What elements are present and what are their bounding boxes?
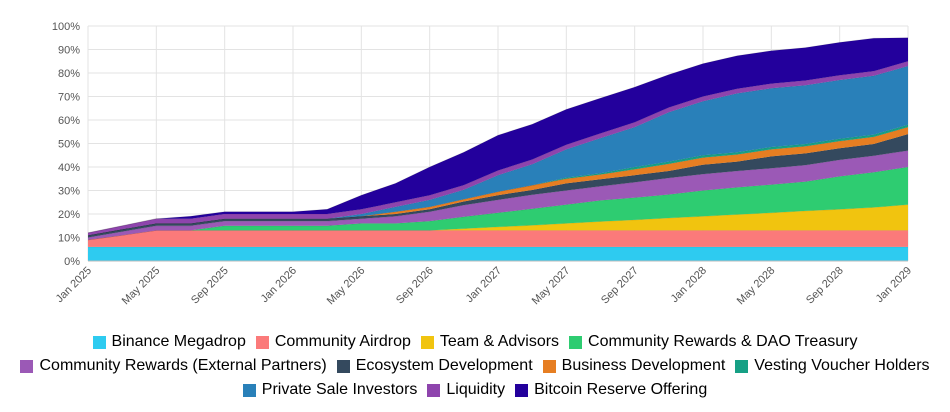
x-tick-label: Sep 2026 xyxy=(394,265,436,307)
legend-item[interactable]: Community Airdrop xyxy=(255,333,411,351)
legend-label: Vesting Voucher Holders xyxy=(754,357,930,374)
legend-item[interactable]: Community Rewards & DAO Treasury xyxy=(569,333,857,351)
legend-label: Team & Advisors xyxy=(439,333,560,350)
legend-swatch xyxy=(542,359,556,373)
legend-swatch xyxy=(242,383,256,397)
x-tick-label: Sep 2028 xyxy=(804,265,846,307)
legend-row: Binance Megadrop Community Airdrop Team & … xyxy=(0,333,950,351)
area-team-advisors xyxy=(88,204,908,240)
legend-item[interactable]: Private Sale Investors xyxy=(242,381,418,399)
area-community-rewards-dao-treasury xyxy=(88,167,908,240)
x-tick-label: Sep 2027 xyxy=(599,265,641,307)
legend-label: Ecosystem Development xyxy=(355,357,533,374)
legend-row: Community Rewards (External Partners) Eco… xyxy=(0,357,950,375)
legend-swatch xyxy=(420,335,434,349)
legend-label: Liquidity xyxy=(446,381,506,398)
area-community-airdrop xyxy=(88,230,908,247)
legend-label: Binance Megadrop xyxy=(111,333,246,350)
y-tick-label: 90% xyxy=(58,45,80,57)
y-tick-label: 10% xyxy=(58,233,80,245)
x-tick-label: Jan 2029 xyxy=(874,265,914,305)
legend-swatch xyxy=(92,335,106,349)
y-tick-label: 40% xyxy=(58,162,80,174)
area-binance-megadrop xyxy=(88,246,908,261)
legend-swatch xyxy=(515,383,529,397)
legend-label: Community Airdrop xyxy=(274,333,411,350)
legend-swatch xyxy=(336,359,350,373)
legend-swatch xyxy=(569,335,583,349)
legend-label: Business Development xyxy=(561,357,726,374)
legend-swatch xyxy=(735,359,749,373)
legend-item[interactable]: Community Rewards (External Partners) xyxy=(20,357,327,375)
area-private-sale-investors xyxy=(88,66,908,236)
legend-item[interactable]: Binance Megadrop xyxy=(92,333,246,351)
legend-item[interactable]: Vesting Voucher Holders xyxy=(735,357,930,375)
x-tick-label: Jan 2028 xyxy=(669,265,709,305)
legend-label: Community Rewards (External Partners) xyxy=(39,357,327,374)
y-tick-label: 60% xyxy=(58,115,80,127)
legend-item[interactable]: Bitcoin Reserve Offering xyxy=(515,381,707,399)
legend-swatch xyxy=(20,359,34,373)
x-tick-label: Jan 2026 xyxy=(259,265,299,305)
legend-item[interactable]: Liquidity xyxy=(427,381,505,399)
y-tick-label: 100% xyxy=(52,21,80,33)
legend-item[interactable]: Business Development xyxy=(542,357,726,375)
legend-label: Private Sale Investors xyxy=(261,381,418,398)
y-tick-label: 70% xyxy=(58,92,80,104)
area-liquidity xyxy=(88,61,908,236)
legend-item[interactable]: Team & Advisors xyxy=(420,333,560,351)
x-tick-label: May 2025 xyxy=(120,265,163,308)
x-tick-label: Jan 2025 xyxy=(54,265,94,305)
legend-item[interactable]: Ecosystem Development xyxy=(336,357,533,375)
area-edge-bitcoin-reserve-offering xyxy=(87,37,909,234)
legend-swatch xyxy=(427,383,441,397)
y-tick-label: 80% xyxy=(58,68,80,80)
y-tick-label: 30% xyxy=(58,186,80,198)
x-tick-label: May 2027 xyxy=(530,265,573,308)
y-tick-label: 0% xyxy=(64,256,80,268)
x-tick-label: May 2028 xyxy=(735,265,778,308)
x-tick-label: Jan 2027 xyxy=(464,265,504,305)
legend-swatch xyxy=(255,335,269,349)
y-tick-label: 20% xyxy=(58,209,80,221)
legend-row: Private Sale Investors Liquidity Bitcoin R… xyxy=(0,381,950,399)
y-tick-label: 50% xyxy=(58,139,80,151)
legend-label: Community Rewards & DAO Treasury xyxy=(588,333,858,350)
legend-label: Bitcoin Reserve Offering xyxy=(534,381,708,398)
x-tick-label: May 2026 xyxy=(325,265,368,308)
area-bitcoin-reserve-offering xyxy=(88,37,908,233)
x-tick-label: Sep 2025 xyxy=(189,265,231,307)
